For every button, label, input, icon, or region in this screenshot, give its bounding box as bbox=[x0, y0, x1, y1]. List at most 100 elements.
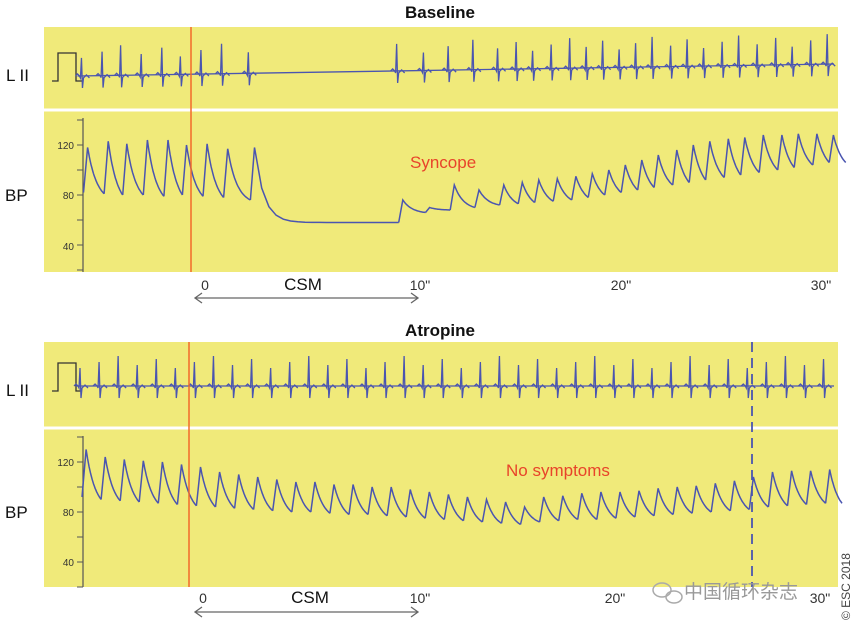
ecg-qrs-complex bbox=[302, 355, 318, 399]
bp-beat bbox=[767, 471, 789, 508]
x-tick-label: 20" bbox=[611, 277, 632, 293]
ecg-qrs-complex bbox=[759, 361, 775, 399]
ecg-qrs-complex bbox=[512, 364, 527, 399]
y-tick-label: 120 bbox=[57, 458, 74, 469]
bp-beat bbox=[271, 479, 293, 513]
bp-beat bbox=[449, 182, 476, 211]
bp-beat bbox=[252, 476, 274, 512]
bp-beat bbox=[222, 148, 251, 201]
watermark: 中国循环杂志 bbox=[684, 581, 798, 603]
ecg-qrs-complex bbox=[569, 361, 585, 399]
bp-beat bbox=[533, 177, 554, 203]
bp-beat bbox=[748, 476, 769, 510]
bp-beat bbox=[310, 481, 331, 514]
ecg-qrs-complex bbox=[550, 367, 566, 399]
ecg-qrs-complex bbox=[702, 364, 718, 399]
ecg-qrs-complex bbox=[340, 358, 356, 399]
bp-beat bbox=[291, 481, 312, 513]
csm-interval-arrow bbox=[193, 292, 420, 304]
ecg-qrs-complex bbox=[721, 358, 737, 399]
bp-beat bbox=[424, 491, 445, 521]
ecg-qrs-complex bbox=[149, 358, 165, 399]
y-tick-label: 40 bbox=[63, 242, 75, 253]
bp-beat bbox=[653, 154, 674, 188]
bp-beat bbox=[519, 504, 540, 525]
bp-beat bbox=[615, 491, 636, 519]
x-tick-label: 0 bbox=[201, 277, 209, 293]
bp-beat bbox=[329, 484, 350, 516]
ecg-qrs-complex bbox=[283, 361, 299, 399]
ecg-qrs-complex bbox=[740, 367, 756, 399]
x-tick-label: 30" bbox=[810, 590, 831, 606]
bp-beat bbox=[181, 144, 204, 197]
bp-beat bbox=[138, 460, 159, 504]
bp-beat bbox=[119, 459, 140, 503]
bp-beat bbox=[121, 143, 144, 196]
ecg-qrs-complex bbox=[588, 355, 604, 399]
x-tick-label: 0 bbox=[199, 590, 207, 606]
bp-beat bbox=[474, 188, 500, 208]
ecg-qrs-complex bbox=[607, 364, 623, 399]
bp-beat bbox=[443, 494, 464, 522]
ecg-qrs-complex bbox=[612, 49, 628, 80]
bp-beat bbox=[672, 486, 693, 515]
copyright: © ESC 2018 bbox=[839, 553, 853, 620]
bp-beat bbox=[163, 139, 184, 197]
baseline-ecg-label: L II bbox=[6, 66, 29, 85]
bp-beat bbox=[824, 469, 843, 504]
bp-beat bbox=[348, 484, 369, 516]
bp-beat bbox=[739, 137, 760, 176]
ecg-qrs-complex bbox=[473, 361, 489, 399]
bp-beat bbox=[576, 493, 598, 521]
ecg-qrs-complex bbox=[491, 48, 507, 82]
calibration-pulse bbox=[52, 52, 82, 82]
no-symptoms-annotation: No symptoms bbox=[506, 461, 610, 480]
bp-beat bbox=[386, 486, 407, 518]
ecg-qrs-complex bbox=[155, 47, 171, 87]
bp-beat bbox=[596, 491, 617, 520]
bp-beat bbox=[729, 480, 750, 511]
bp-beat bbox=[653, 488, 674, 516]
bp-beat bbox=[424, 206, 451, 213]
y-tick-label: 120 bbox=[57, 141, 74, 152]
bp-beat bbox=[249, 147, 399, 224]
ecg-qrs-complex bbox=[645, 367, 661, 399]
calibration-pulse bbox=[52, 362, 82, 392]
bp-beat bbox=[82, 147, 105, 195]
ecg-qrs-complex bbox=[359, 367, 375, 399]
bp-beat bbox=[500, 501, 521, 526]
ecg-qrs-complex bbox=[680, 39, 696, 79]
bp-beat bbox=[202, 143, 225, 198]
ecg-qrs-complex bbox=[817, 358, 832, 399]
ecg-qrs-complex bbox=[509, 42, 525, 82]
ecg-qrs-complex bbox=[544, 44, 560, 81]
ecg-qrs-complex bbox=[769, 37, 785, 77]
csm-label: CSM bbox=[284, 275, 322, 294]
bp-beat bbox=[691, 485, 712, 514]
y-tick-label: 80 bbox=[63, 508, 75, 519]
ecg-qrs-complex bbox=[194, 50, 210, 87]
ecg-qrs-complex bbox=[596, 40, 612, 80]
bp-beat bbox=[481, 496, 502, 524]
bp-beat bbox=[793, 133, 814, 168]
bp-beat bbox=[557, 495, 579, 521]
baseline-title: Baseline bbox=[405, 3, 475, 22]
ecg-qrs-complex bbox=[579, 46, 595, 80]
bp-beat bbox=[710, 483, 731, 513]
baseline-panel bbox=[44, 27, 847, 304]
ecg-qrs-complex bbox=[526, 50, 542, 81]
y-tick-label: 40 bbox=[63, 558, 75, 569]
ecg-qrs-complex bbox=[168, 367, 184, 399]
bp-beat bbox=[81, 449, 102, 500]
ecg-qrs-complex bbox=[95, 51, 111, 88]
ecg-qrs-complex bbox=[732, 35, 748, 78]
bp-beat bbox=[142, 139, 165, 197]
x-tick-label: 30" bbox=[811, 277, 832, 293]
atropine-bp-label: BP bbox=[5, 503, 28, 522]
bp-beat bbox=[397, 198, 426, 223]
ecg-qrs-complex bbox=[416, 364, 432, 399]
x-tick-label: 10" bbox=[410, 277, 431, 293]
ecg-qrs-complex bbox=[820, 34, 836, 77]
bp-beat bbox=[704, 141, 725, 181]
